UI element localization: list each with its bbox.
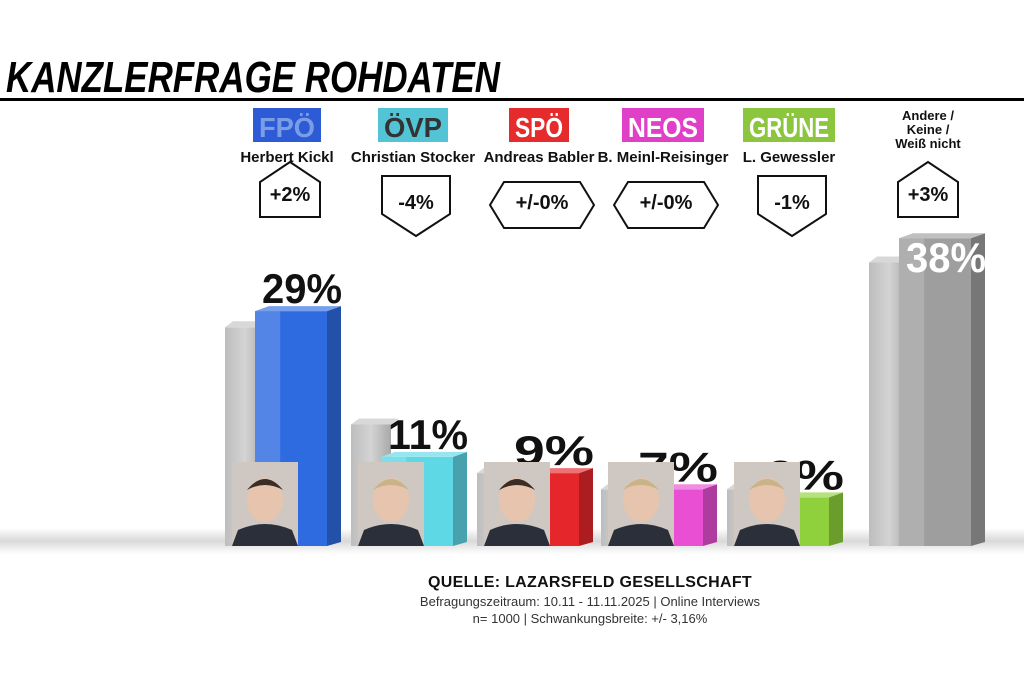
change-indicator (897, 160, 959, 218)
candidate-name: Christian Stocker (351, 149, 475, 166)
value-label: 29% (262, 265, 342, 312)
candidate-hair (247, 479, 283, 490)
candidate-shirt (608, 524, 674, 546)
change-value: +3% (908, 184, 949, 206)
party-label-box (509, 108, 569, 142)
party-label: SPÖ (515, 112, 563, 143)
current-bar-side (703, 484, 717, 546)
change-value: +2% (270, 184, 311, 206)
candidate-name: B. Meinl-Reisinger (598, 149, 729, 166)
previous-bar-top (351, 418, 399, 425)
change-indicator (757, 175, 827, 238)
party-label-box (378, 108, 448, 142)
value-label: 38% (906, 234, 986, 281)
chart-footer: QUELLE: LAZARSFELD GESELLSCHAFT Befragun… (380, 574, 800, 626)
current-bar-top (899, 233, 985, 239)
change-indicator (259, 160, 321, 218)
candidate-face (499, 478, 535, 522)
party-label: GRÜNE (749, 112, 829, 143)
candidate-face (247, 478, 283, 522)
candidate-face (749, 478, 785, 522)
value-label: 11% (388, 411, 468, 458)
current-bar-side (327, 306, 341, 546)
party-label-box (622, 108, 704, 142)
party-label-box (253, 108, 321, 142)
other-category-label: Andere / (902, 108, 954, 123)
sample-info: n= 1000 | Schwankungsbreite: +/- 3,16% (472, 611, 708, 626)
candidate-name: Herbert Kickl (240, 149, 333, 166)
candidate-face (373, 478, 409, 522)
candidate-name: Andreas Babler (484, 149, 595, 166)
candidate-shirt (358, 524, 424, 546)
change-value: +/-0% (640, 192, 693, 214)
current-bar-top (255, 306, 341, 312)
candidate-hair (499, 479, 535, 490)
other-category-label: Weiß nicht (895, 136, 961, 151)
candidate-face (623, 478, 659, 522)
party-label: NEOS (628, 112, 698, 143)
party-label: ÖVP (384, 112, 442, 143)
change-indicator (488, 181, 596, 229)
candidate-shirt (232, 524, 298, 546)
candidate-name: L. Gewessler (743, 149, 836, 166)
candidate-hair (623, 479, 659, 490)
change-indicator (381, 175, 451, 238)
survey-period: Befragungszeitraum: 10.11 - 11.11.2025 |… (419, 594, 761, 609)
change-indicator (612, 181, 720, 229)
source-label: QUELLE: LAZARSFELD GESELLSCHAFT (428, 574, 752, 591)
party-label-box (743, 108, 835, 142)
party-label: FPÖ (259, 112, 315, 143)
change-value: -4% (398, 192, 434, 214)
current-bar-side (453, 451, 467, 546)
current-bar-highlight (899, 238, 925, 546)
current-bar-side (579, 468, 593, 546)
change-value: +/-0% (516, 192, 569, 214)
candidate-shirt (484, 524, 550, 546)
other-category-label: Keine / (907, 122, 950, 137)
title-underline (0, 98, 1024, 101)
candidate-shirt (734, 524, 800, 546)
candidate-hair (749, 479, 785, 490)
chart-title: KANZLERFRAGE ROHDATEN (6, 53, 501, 102)
current-bar-top (381, 451, 467, 457)
current-bar-side (829, 492, 843, 546)
candidate-hair (373, 479, 409, 490)
change-value: -1% (774, 192, 810, 214)
current-bar-side (971, 233, 985, 546)
